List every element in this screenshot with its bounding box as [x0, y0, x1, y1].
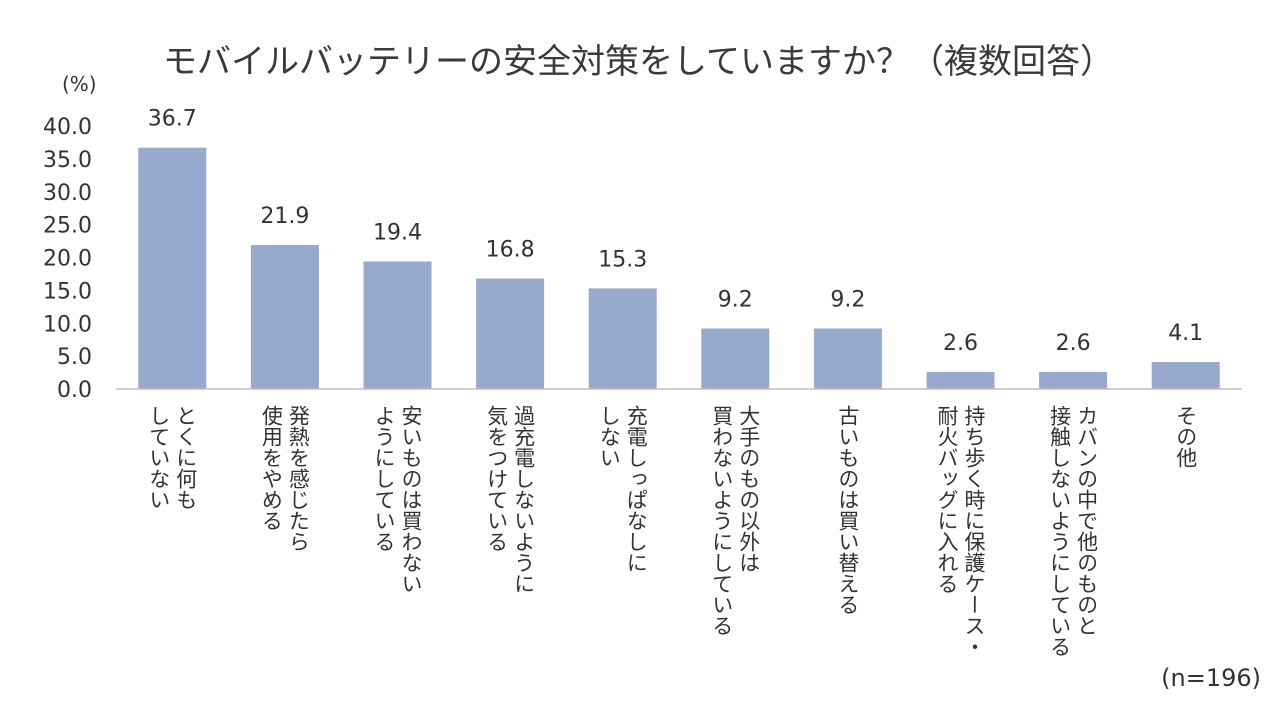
data-label: 16.8 — [486, 238, 535, 263]
bar — [476, 278, 545, 389]
data-label: 2.6 — [1056, 331, 1091, 356]
y-tick-label: 15.0 — [43, 279, 92, 304]
y-tick-label: 30.0 — [43, 181, 92, 206]
category-label-line: 気をつけている — [485, 405, 509, 552]
y-tick-label: 0.0 — [57, 378, 92, 403]
chart-title: モバイルバッテリーの安全対策をしていますか？（複数回答） — [163, 42, 1114, 82]
y-tick-label: 25.0 — [43, 214, 92, 239]
y-axis-unit-label: (%) — [62, 72, 97, 96]
y-tick-label: 20.0 — [43, 247, 92, 272]
bar — [1151, 362, 1220, 389]
category-label-line: 安いものは買わない — [399, 405, 423, 594]
data-label: 9.2 — [830, 288, 865, 313]
data-label: 36.7 — [148, 107, 197, 132]
data-label: 9.2 — [718, 288, 753, 313]
category-label-line: とくに何も — [174, 405, 198, 510]
category-label-line: 大手のもの以外は — [737, 405, 761, 573]
data-label: 2.6 — [943, 331, 978, 356]
category-label-line: 過充電しないように — [512, 405, 536, 594]
category-label: 持ち歩く時に保護ケース・耐火バッグに入れる — [935, 405, 986, 657]
bar — [250, 245, 319, 389]
category-label-line: カバンの中で他のものと — [1075, 405, 1099, 636]
y-tick-label: 35.0 — [43, 148, 92, 173]
bar — [813, 328, 882, 389]
category-label-line: していない — [147, 405, 171, 510]
bar — [363, 261, 432, 389]
bar — [588, 288, 657, 389]
data-label: 15.3 — [598, 247, 647, 272]
category-label: 古いものは買い替える — [836, 405, 860, 615]
bar — [926, 371, 995, 389]
category-label-line: 使用をやめる — [259, 405, 283, 531]
sample-size-note: (n=196) — [1161, 664, 1261, 692]
y-tick-label: 5.0 — [57, 345, 92, 370]
category-label-line: しない — [597, 405, 621, 468]
data-label: 21.9 — [260, 204, 309, 229]
data-label: 4.1 — [1168, 321, 1203, 346]
category-label-line: 耐火バッグに入れる — [935, 405, 959, 594]
category-label: その他 — [1174, 405, 1198, 468]
category-label-line: ようにしている — [372, 405, 396, 552]
data-label: 19.4 — [373, 220, 422, 245]
category-label-line: その他 — [1174, 405, 1198, 468]
category-label-line: 持ち歩く時に保護ケース・ — [962, 405, 986, 657]
bar — [701, 328, 770, 389]
category-label-line: 充電しっぱなしに — [624, 405, 648, 573]
category-label-line: 古いものは買い替える — [836, 405, 860, 615]
category-label-line: 買わないようにしている — [710, 405, 734, 636]
y-tick-label: 10.0 — [43, 312, 92, 337]
y-tick-label: 40.0 — [43, 115, 92, 140]
category-label-line: 発熱を感じたら — [286, 405, 310, 552]
bar — [1039, 371, 1108, 389]
category-label-line: 接触しないようにしている — [1048, 405, 1072, 657]
bar — [138, 147, 207, 389]
